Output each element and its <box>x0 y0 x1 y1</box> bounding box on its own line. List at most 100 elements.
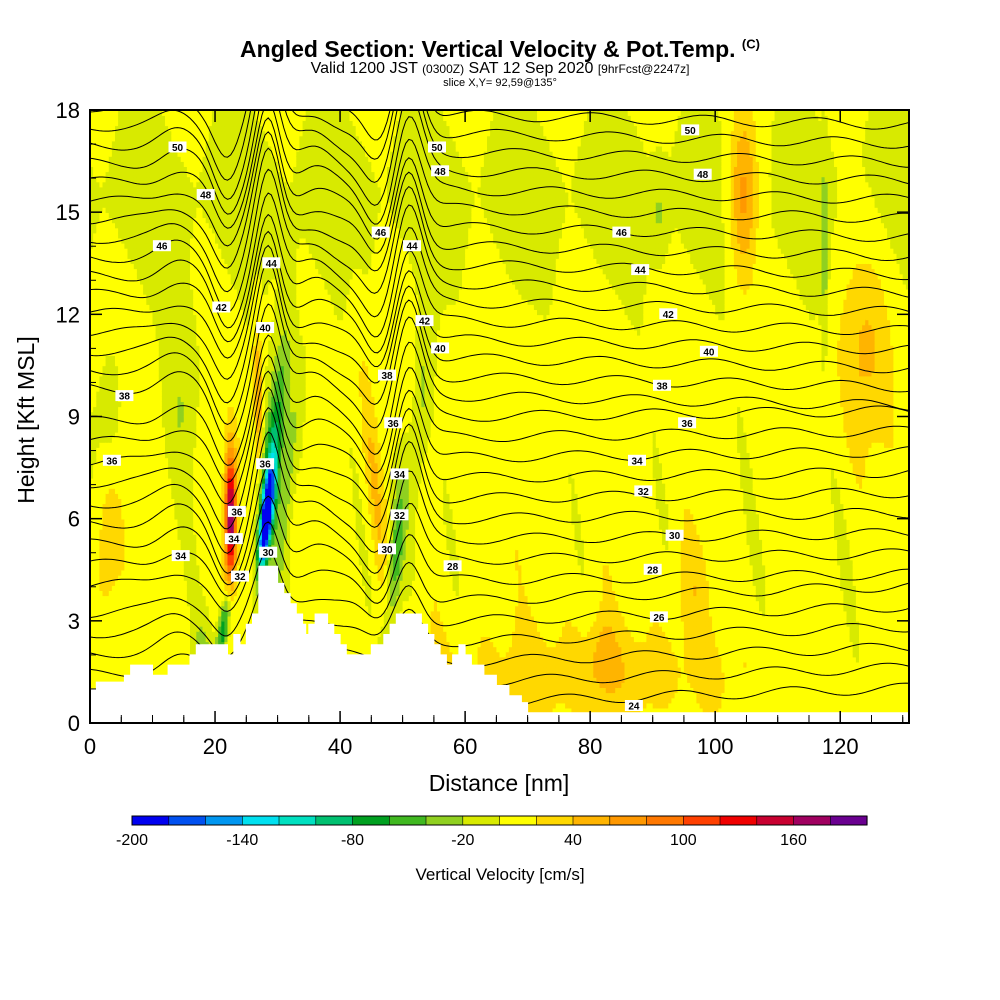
isentrope-label: 44 <box>262 257 281 270</box>
isentrope-label-bg <box>259 546 278 558</box>
isentrope-label: 48 <box>196 189 215 202</box>
isentrope-label-text: 48 <box>435 167 447 178</box>
x-tick-label: 100 <box>697 734 734 759</box>
isentrope-label-bg <box>390 509 409 521</box>
isentrope-label: 46 <box>612 226 631 239</box>
colorbar-tick-label: 160 <box>780 832 807 849</box>
isentrope-label-text: 24 <box>628 702 640 713</box>
isentrope-label: 30 <box>665 529 684 542</box>
isentrope-label: 38 <box>378 369 396 382</box>
isentrope-label-text: 42 <box>419 317 431 328</box>
isentrope-label-text: 40 <box>260 324 272 335</box>
isentrope-label-bg <box>168 141 187 153</box>
isentrope-label-bg <box>628 454 646 466</box>
isentrope-label-text: 42 <box>663 310 675 321</box>
isentrope-label-bg <box>612 226 631 238</box>
colorbar-swatch <box>499 816 537 825</box>
isentrope-label: 40 <box>699 345 718 358</box>
isentrope-label-text: 28 <box>647 565 659 576</box>
isentrope-label-text: 32 <box>394 511 406 522</box>
isentrope-labels: 50 50 50 48 48 48 46 46 46 44 44 44 42 42 42 40 40 40 38 38… <box>102 124 718 713</box>
isentrope-label-bg <box>224 533 243 545</box>
isentrope-label-bg <box>378 543 396 555</box>
x-tick-label: 40 <box>328 734 352 759</box>
isentrope-label-text: 44 <box>635 266 647 277</box>
isentrope-label: 34 <box>171 550 190 563</box>
isentrope-label-text: 26 <box>653 613 665 624</box>
colorbar-swatch <box>573 816 611 825</box>
isentrope-label-text: 50 <box>685 126 697 137</box>
isentrope-label: 36 <box>678 417 697 430</box>
colorbar-swatch <box>646 816 684 825</box>
y-tick-label: 12 <box>56 302 80 327</box>
isentrope-label-text: 44 <box>266 259 278 270</box>
x-tick-label: 80 <box>578 734 602 759</box>
isentrope-label: 42 <box>659 308 678 321</box>
colorbar-swatch <box>352 816 390 825</box>
isentrope-label-text: 48 <box>200 191 212 202</box>
colorbar-swatch <box>683 816 721 825</box>
isentrope-label-bg <box>102 454 121 466</box>
isentrope-label-bg <box>152 240 171 252</box>
isentrope-label: 40 <box>256 322 275 335</box>
colorbar-swatch <box>830 816 868 825</box>
isentrope-label: 42 <box>212 301 231 314</box>
colorbar-tick-label: 100 <box>670 832 697 849</box>
isentrope-label-text: 36 <box>106 456 118 467</box>
isentrope-label-bg <box>378 369 396 381</box>
isentrope-label-bg <box>403 240 421 252</box>
x-tick-label: 20 <box>203 734 227 759</box>
isentrope-label: 50 <box>168 141 187 154</box>
colorbar-swatch <box>720 816 758 825</box>
isentrope-label-bg <box>196 189 215 201</box>
chart-title: Angled Section: Vertical Velocity & Pot.… <box>0 36 1000 63</box>
isentrope-label-text: 46 <box>616 228 628 239</box>
isentrope-label: 28 <box>443 560 462 573</box>
slice-caption: slice X,Y= 92,59@135° <box>0 77 1000 89</box>
isentrope-label-bg <box>428 141 446 153</box>
colorbar-swatch <box>426 816 464 825</box>
isentrope-label: 32 <box>231 570 249 583</box>
x-tick-label: 0 <box>84 734 96 759</box>
colorbar-swatch <box>462 816 501 825</box>
y-tick-label: 18 <box>56 98 80 123</box>
colorbar-swatch <box>205 816 243 825</box>
isentrope-label-text: 36 <box>388 419 400 430</box>
y-axis-title: Height [Kft MSL] <box>13 336 39 503</box>
isentrope-label-text: 38 <box>381 371 393 382</box>
isentrope-label-text: 46 <box>375 228 387 239</box>
colorbar-tick-label: 40 <box>564 832 582 849</box>
isentrope-label-bg <box>231 570 249 582</box>
isentrope-label-text: 42 <box>216 303 228 314</box>
x-tick-label: 120 <box>822 734 859 759</box>
colorbar-title: Vertical Velocity [cm/s] <box>415 865 584 884</box>
isentrope-label-text: 48 <box>697 170 709 181</box>
y-tick-label: 0 <box>68 711 80 736</box>
isentrope-label-text: 36 <box>682 419 694 430</box>
isentrope-label-text: 34 <box>175 552 187 563</box>
isentrope-label: 32 <box>634 485 653 498</box>
isentrope-label: 44 <box>403 240 421 253</box>
isentrope-label: 36 <box>227 505 246 518</box>
isentrope-label: 46 <box>152 240 171 253</box>
isentrope-label-text: 46 <box>156 242 168 253</box>
colorbar-swatch <box>793 816 831 825</box>
colorbar: -200 -140 -80 -20 40 100 160 <box>116 815 868 849</box>
isentrope-label-bg <box>649 611 668 623</box>
isentrope-label: 36 <box>384 417 403 430</box>
isentrope-label-bg <box>227 505 246 517</box>
isentrope-label-bg <box>699 345 718 357</box>
y-tick-label: 6 <box>68 507 80 532</box>
colorbar-swatch <box>242 816 280 825</box>
isentrope-label: 50 <box>428 141 446 154</box>
isentrope-label: 34 <box>628 454 646 467</box>
isentrope-label-bg <box>659 308 678 320</box>
isentrope-label: 26 <box>649 611 668 624</box>
isentrope-label-text: 36 <box>231 507 243 518</box>
isentrope-label-text: 30 <box>263 548 275 559</box>
colorbar-swatch <box>536 816 574 825</box>
isentrope-label-bg <box>624 700 643 711</box>
isentrope-label-text: 44 <box>406 242 418 253</box>
isentrope-label: 30 <box>259 546 278 559</box>
